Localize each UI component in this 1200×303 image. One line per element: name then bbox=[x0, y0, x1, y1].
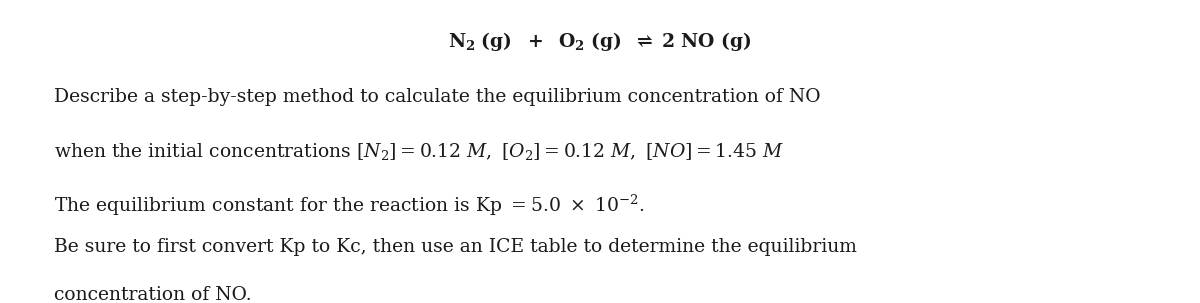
Text: Describe a step-by-step method to calculate the equilibrium concentration of NO: Describe a step-by-step method to calcul… bbox=[54, 88, 821, 106]
Text: Be sure to first convert Kp to Kc, then use an ICE table to determine the equili: Be sure to first convert Kp to Kc, then … bbox=[54, 238, 857, 256]
Text: concentration of NO.: concentration of NO. bbox=[54, 286, 252, 303]
Text: $\mathbf{N_2\ (g)\ \ +\ \ O_2\ (g)\ \ \rightleftharpoons\ 2\ NO\ (g)}$: $\mathbf{N_2\ (g)\ \ +\ \ O_2\ (g)\ \ \r… bbox=[449, 30, 751, 53]
Text: when the initial concentrations $[N_2] = 0.12\ M,\ [O_2] = 0.12\ M,\ [NO] = 1.45: when the initial concentrations $[N_2] =… bbox=[54, 141, 784, 162]
Text: The equilibrium constant for the reaction is Kp $= 5.0\ \times\ 10^{-2}$.: The equilibrium constant for the reactio… bbox=[54, 192, 644, 218]
